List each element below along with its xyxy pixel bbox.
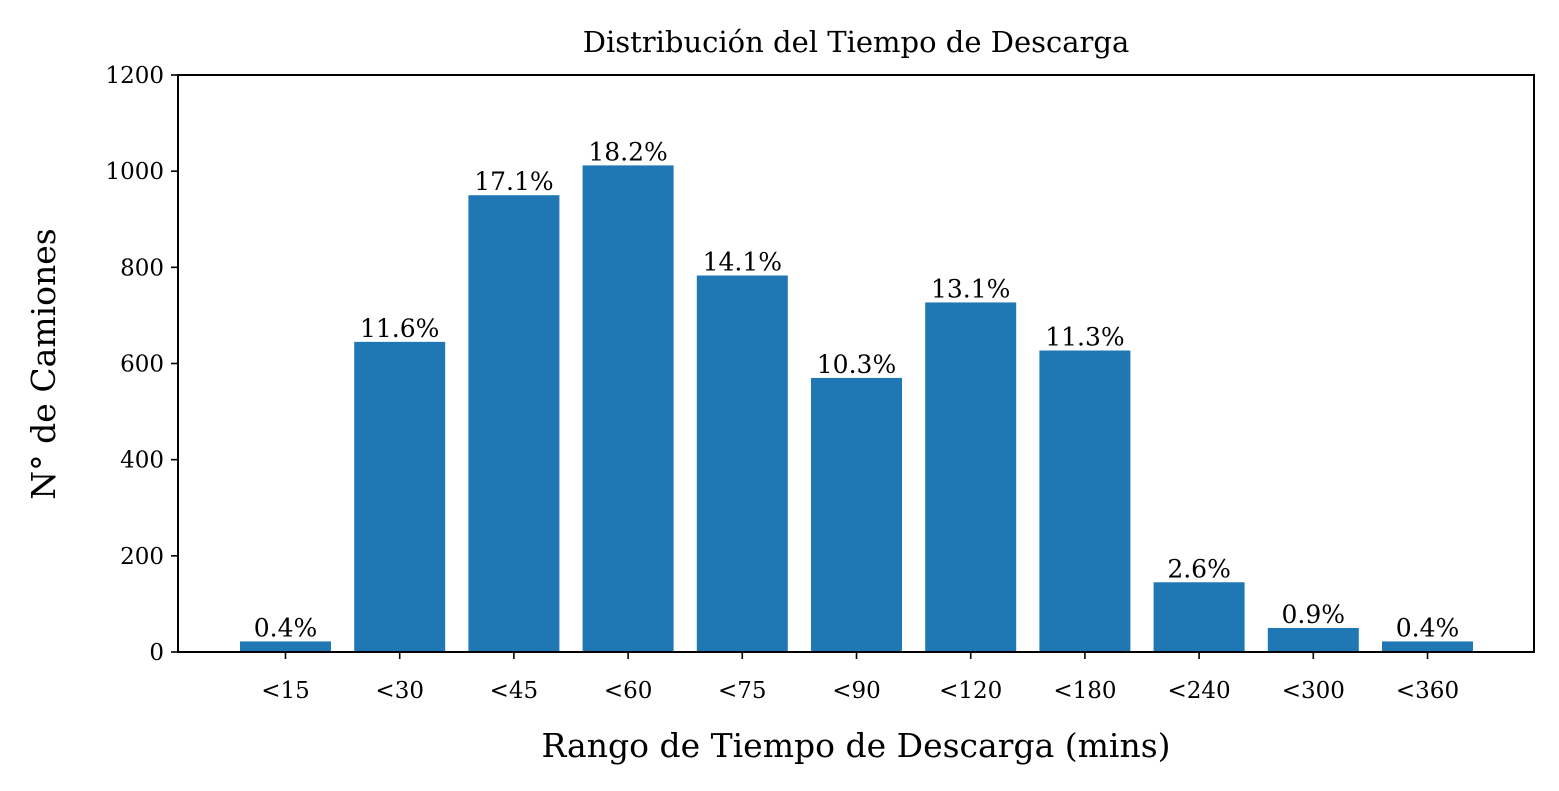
x-axis: <15 <30 <45 <60 <75 <90 <120 <180 <240 <300 <360	[261, 652, 1459, 704]
y-tick-label-3: 600	[120, 352, 164, 378]
x-tick-label-9: <300	[1282, 678, 1345, 704]
x-tick-label-6: <120	[939, 678, 1002, 704]
x-tick-label-8: <240	[1168, 678, 1231, 704]
bar-data-label-4: 14.1%	[703, 248, 782, 277]
data-labels-layer: 0.4% 11.6% 17.1% 18.2% 14.1% 10.3% 13.1% 11.3% 2…	[254, 137, 1460, 642]
bar-4	[696, 275, 788, 652]
y-tick-label-4: 800	[120, 255, 164, 281]
y-tick-label-6: 1200	[105, 63, 164, 89]
y-tick-label-0: 0	[149, 640, 164, 666]
bar-1	[354, 341, 446, 652]
bar-data-label-1: 11.6%	[360, 314, 439, 343]
bars-layer	[240, 165, 1473, 653]
bar-data-label-6: 13.1%	[931, 274, 1010, 303]
x-tick-label-5: <90	[832, 678, 881, 704]
x-tick-label-10: <360	[1396, 678, 1459, 704]
bar-data-label-2: 17.1%	[474, 167, 553, 196]
x-tick-label-7: <180	[1053, 678, 1116, 704]
plot-frame	[177, 74, 1535, 653]
x-axis-label: Rango de Tiempo de Descarga (mins)	[541, 726, 1170, 765]
y-axis-label: N° de Camiones	[24, 228, 63, 499]
y-axis: 0 200 400 600 800 1000 1200	[105, 63, 178, 666]
bar-2	[468, 195, 560, 653]
bar-data-label-9: 0.9%	[1282, 600, 1346, 629]
chart-title: Distribución del Tiempo de Descarga	[583, 25, 1130, 59]
x-tick-label-1: <30	[375, 678, 424, 704]
bar-0	[240, 641, 331, 652]
bar-8	[1153, 582, 1245, 652]
bar-data-label-7: 11.3%	[1045, 323, 1124, 352]
bar-data-label-0: 0.4%	[254, 613, 318, 642]
y-tick-label-1: 200	[120, 544, 164, 570]
y-tick-label-2: 400	[120, 448, 164, 474]
bar-3	[582, 165, 674, 652]
bar-10	[1382, 641, 1473, 652]
bar-6	[925, 302, 1017, 652]
y-tick-label-5: 1000	[105, 159, 164, 185]
bar-5	[811, 377, 902, 652]
bar-data-label-8: 2.6%	[1167, 554, 1231, 583]
bar-7	[1039, 350, 1131, 652]
x-tick-label-2: <45	[490, 678, 539, 704]
bar-data-label-10: 0.4%	[1396, 613, 1460, 642]
x-tick-label-0: <15	[261, 678, 310, 704]
bar-data-label-3: 18.2%	[588, 137, 667, 166]
bar-data-label-5: 10.3%	[817, 350, 896, 379]
x-tick-label-3: <60	[604, 678, 653, 704]
x-tick-label-4: <75	[718, 678, 767, 704]
bar-9	[1267, 627, 1359, 652]
